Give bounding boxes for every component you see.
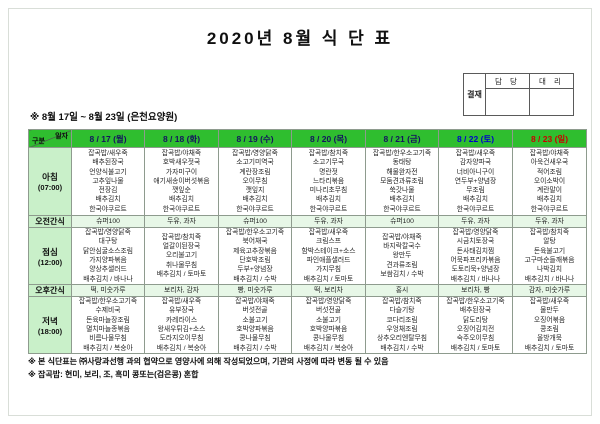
menu-cell-pm-snack-thu: 떡, 보리차	[291, 284, 366, 297]
day-header-tue: 8 / 18 (화)	[144, 129, 219, 148]
row-header-lunch-time: (12:00)	[37, 257, 63, 267]
menu-cell-lunch-tue: 잡곡밥/참치죽 얼갈이된장국 오리불고기 취나물무침 배추김치 / 토마토	[144, 227, 219, 285]
row-header-breakfast: 아침 (07:00)	[28, 147, 72, 216]
row-header-pm-snack: 오후간식	[28, 284, 72, 297]
approval-header-daeri: 대 리	[529, 73, 574, 89]
row-header-dinner-time: (18:00)	[37, 326, 63, 336]
menu-cell-am-snack-mon: 슈퍼100	[71, 215, 145, 228]
row-header-dinner: 저녁 (18:00)	[28, 296, 72, 354]
approval-box: 결재 담 당 대 리	[463, 73, 574, 116]
menu-cell-dinner-wed: 잡곡밥/야채죽 버섯전골 소불고기 호박양파볶음 콩나물무침 배추김치 / 수박	[218, 296, 292, 354]
menu-cell-am-snack-fri: 슈퍼100	[365, 215, 439, 228]
menu-cell-am-snack-thu: 두유, 과자	[291, 215, 366, 228]
corner-date-label: 일자	[55, 133, 68, 140]
day-header-sun: 8 / 23 (일)	[512, 129, 587, 148]
menu-cell-lunch-wed: 잡곡밥/한우소고기죽 북어채국 제육고추장볶음 단호박조림 두부+양념장 배추김…	[218, 227, 292, 285]
menu-cell-breakfast-fri: 잡곡밥/한우소고기죽 동태탕 해물완자전 모둠견과류조림 쑥갓나물 배추김치 한…	[365, 147, 439, 216]
menu-cell-am-snack-tue: 두유, 과자	[144, 215, 219, 228]
menu-cell-dinner-sat: 잡곡밥/한우소고기죽 배추된장국 닭도리탕 오징어김치전 숙주오이무침 배추김치…	[438, 296, 513, 354]
menu-cell-dinner-thu: 잡곡밥/영양닭죽 버섯전골 소불고기 호박양파볶음 콩나물무침 배추김치 / 복…	[291, 296, 366, 354]
menu-cell-breakfast-sun: 잡곡밥/야채죽 아욱건새우국 적어조림 오이소박이 계란말이 배추김치 한국야쿠…	[512, 147, 587, 216]
approval-sign-cell-daeri	[529, 88, 574, 116]
row-header-breakfast-label: 아침	[42, 172, 58, 182]
menu-cell-breakfast-tue: 잡곡밥/야채죽 호박새우젓국 가자미구이 애기새송이버섯볶음 깻잎순 배추김치 …	[144, 147, 219, 216]
menu-cell-dinner-fri: 잡곡밥/참치죽 다슬기탕 코다리조림 우엉채조림 상추오리엔탈무침 배추김치 /…	[365, 296, 439, 354]
footnote-agreement: ※ 본 식단표는 ㈜사랑과선행 과의 협약으로 영양사에 의해 작성되었으며, …	[28, 357, 389, 366]
menu-cell-pm-snack-sun: 감자, 미숫가루	[512, 284, 587, 297]
menu-cell-lunch-fri: 잡곡밥/야채죽 바지락칼국수 왕만두 견과류조림 보쌈김치 / 수박	[365, 227, 439, 285]
day-header-mon: 8 / 17 (월)	[71, 129, 145, 148]
menu-cell-breakfast-thu: 잡곡밥/참치죽 소고기무국 명란젓 느타리볶음 미나리초무침 배추김치 한국야쿠…	[291, 147, 366, 216]
row-header-breakfast-time: (07:00)	[37, 183, 63, 192]
approval-header-damdang: 담 당	[485, 73, 530, 89]
menu-cell-breakfast-wed: 잡곡밥/영양닭죽 소고기미역국 계란장조림 오이무침 깻잎지 배추김치 한국야쿠…	[218, 147, 292, 216]
row-header-lunch: 점심 (12:00)	[28, 227, 72, 285]
menu-cell-lunch-sat: 잡곡밥/영양닭죽 시금치토장국 돈사태김치찜 어묵파프리카볶음 도토리묵+양념장…	[438, 227, 513, 285]
menu-cell-am-snack-wed: 슈퍼100	[218, 215, 292, 228]
menu-cell-am-snack-sun: 두유, 과자	[512, 215, 587, 228]
meal-plan-table: 일자 구분 8 / 17 (월) 8 / 18 (화) 8 / 19 (수) 8…	[28, 129, 587, 354]
row-header-lunch-label: 점심	[42, 246, 58, 257]
menu-cell-dinner-sun: 잡곡밥/새우죽 물만두 오징어볶음 콩조림 올방개묵 배추김치 / 토마토	[512, 296, 587, 354]
menu-cell-breakfast-mon: 잡곡밥/새우죽 배추된장국 언양식불고기 고추잎나물 전장김 배추김치 한국야쿠…	[71, 147, 145, 216]
menu-cell-pm-snack-sat: 보리차, 빵	[438, 284, 513, 297]
day-header-sat: 8 / 22 (토)	[438, 129, 513, 148]
approval-label: 결재	[463, 73, 486, 116]
menu-cell-am-snack-sat: 두유, 과자	[438, 215, 513, 228]
footnotes: ※ 본 식단표는 ㈜사랑과선행 과의 협약으로 영양사에 의해 작성되었으며, …	[28, 356, 388, 381]
row-header-dinner-label: 저녁	[42, 315, 58, 326]
corner-category-label: 구분	[32, 138, 45, 145]
menu-cell-lunch-mon: 잡곡밥/영양닭죽 대구탕 닭안심굴소스조림 가지양파볶음 양상추샐러드 배추김치…	[71, 227, 145, 285]
menu-cell-breakfast-sat: 잡곡밥/새우죽 감자양파국 너비아니구이 연두부+양념장 무조림 배추김치 한국…	[438, 147, 513, 216]
approval-sign-cell-damdang	[485, 88, 530, 116]
row-header-am-snack: 오전간식	[28, 215, 72, 228]
day-header-fri: 8 / 21 (금)	[365, 129, 439, 148]
week-range-label: ※ 8월 17일 ~ 8월 23일 (은천요양원)	[30, 112, 178, 123]
menu-cell-lunch-sun: 잡곡밥/참치죽 알탕 돈육불고기 고구마순들깨볶음 나박김치 배추김치 / 바나…	[512, 227, 587, 285]
corner-cell: 일자 구분	[28, 129, 72, 148]
menu-cell-dinner-mon: 잡곡밥/한우소고기죽 수제비국 돈육마늘장조림 멸치마늘종볶음 비름나물무침 배…	[71, 296, 145, 354]
menu-cell-pm-snack-tue: 보리차, 감자	[144, 284, 219, 297]
menu-cell-pm-snack-fri: 홍시	[365, 284, 439, 297]
menu-cell-pm-snack-mon: 떡, 미숫가루	[71, 284, 145, 297]
day-header-thu: 8 / 20 (목)	[291, 129, 366, 148]
menu-cell-dinner-tue: 잡곡밥/새우죽 유부장국 카레라이스 왕새우튀김+소스 도라지오이무침 배추김치…	[144, 296, 219, 354]
page-title: 2020년 8월 식 단 표	[206, 29, 394, 48]
footnote-grain-mix: ※ 잡곡밥: 현미, 보리, 조, 흑미 콩또는(검은콩) 혼합	[28, 369, 199, 379]
menu-cell-pm-snack-wed: 빵, 미숫가루	[218, 284, 292, 297]
menu-cell-lunch-thu: 잡곡밥/새우죽 크림스프 함박스테이크+소스 파인애플샐러드 가지무침 배추김치…	[291, 227, 366, 285]
day-header-wed: 8 / 19 (수)	[218, 129, 292, 148]
